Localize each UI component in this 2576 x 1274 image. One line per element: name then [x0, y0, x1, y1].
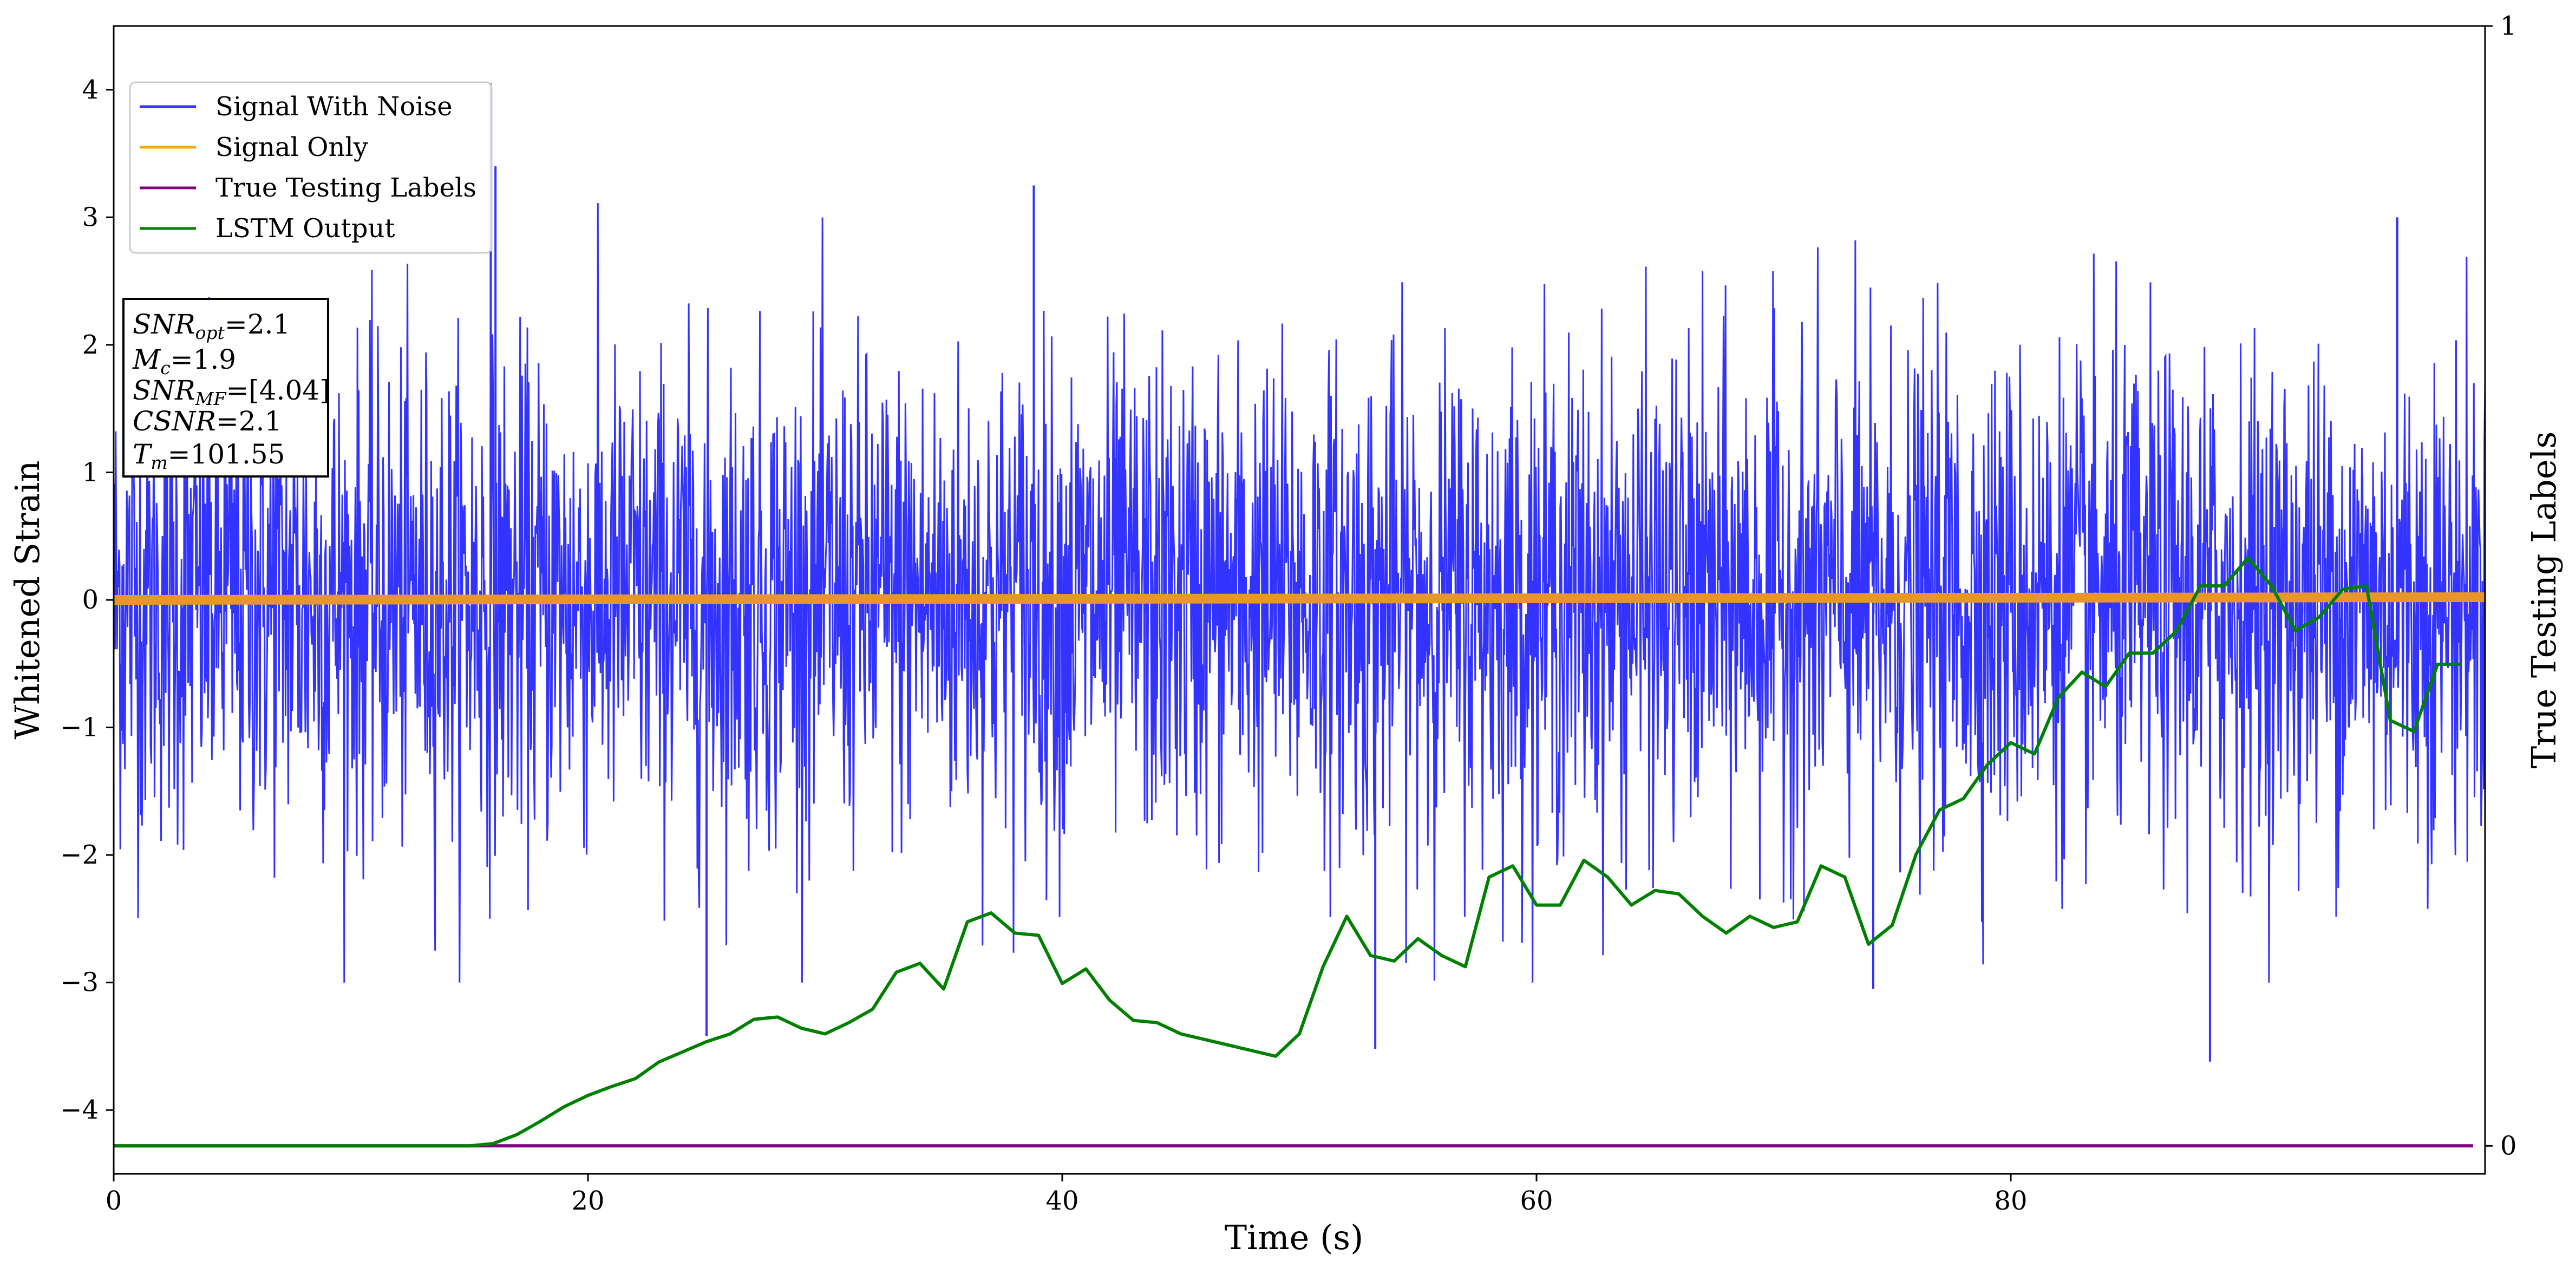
info-box: SNRopt=2.1 Mc=1.9 SNRMF=[4.04] CSNR=2.1 … [122, 298, 330, 478]
y-axis-right-label: True Testing Labels [2524, 432, 2564, 769]
legend-label-signal-with-noise: Signal With Noise [215, 92, 453, 122]
x-axis-label: Time (s) [1225, 1218, 1364, 1257]
legend-label-lstm-output: LSTM Output [215, 213, 395, 244]
x-tick-label: 60 [1520, 1186, 1553, 1216]
series-layer [113, 83, 2486, 1148]
series-signal-with-noise [113, 203, 2486, 983]
legend-box [129, 81, 493, 254]
x-tick-label: 20 [571, 1186, 604, 1216]
info-tm: Tm=101.55 [133, 439, 285, 473]
legend-label-true-testing-labels: True Testing Labels [215, 173, 476, 203]
x-tick-label: 0 [106, 1186, 122, 1216]
info-snr-mf: SNRMF=[4.04] [133, 375, 330, 409]
series-lstm-output [114, 556, 2462, 1148]
info-mc: Mc=1.9 [132, 344, 236, 378]
y-tick-label: −2 [60, 840, 99, 870]
y-tick-label: −1 [60, 713, 99, 743]
legend: Signal With Noise Signal Only True Testi… [129, 81, 493, 254]
y-tick-label: 3 [82, 202, 99, 232]
x-tick-label: 80 [1994, 1186, 2027, 1216]
y-tick-label: −4 [60, 1095, 99, 1125]
legend-label-signal-only: Signal Only [215, 132, 368, 162]
y-tick-label: −3 [60, 968, 99, 998]
y-tick-label: 0 [82, 585, 99, 615]
y-tick-label: 1 [82, 457, 99, 487]
y-tick-label: 4 [82, 75, 99, 105]
info-csnr: CSNR=2.1 [133, 406, 282, 437]
y-axis-label: Whitened Strain [8, 461, 47, 740]
info-snr-opt: SNRopt=2.1 [133, 309, 290, 343]
y-right-tick-label: 0 [2500, 1131, 2517, 1161]
x-tick-label: 40 [1045, 1186, 1078, 1216]
y-right-tick-label: 1 [2500, 11, 2517, 41]
info-box-frame [122, 298, 329, 478]
y-tick-label: 2 [82, 330, 99, 360]
series-signal-only [113, 592, 2486, 605]
